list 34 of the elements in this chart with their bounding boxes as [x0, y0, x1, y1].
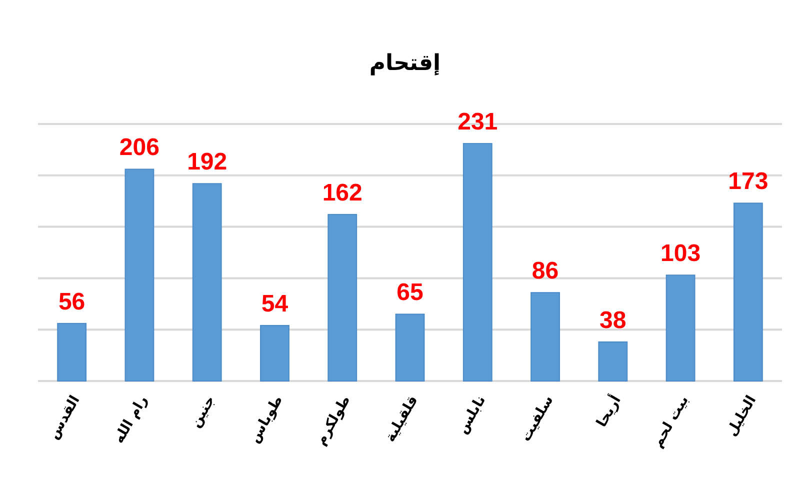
bar [733, 202, 763, 382]
data-label: 38 [600, 306, 626, 334]
x-tick-label: رام الله [110, 393, 151, 446]
data-label: 54 [261, 290, 289, 318]
bar [598, 341, 628, 382]
bar [192, 183, 222, 382]
chart-title: إقتحام [369, 51, 441, 76]
bar [462, 143, 492, 382]
data-label: 162 [322, 179, 362, 206]
x-tick-label: الخليل [724, 393, 760, 440]
data-label: 103 [660, 240, 701, 268]
bar [124, 168, 154, 382]
data-label: 206 [119, 134, 160, 162]
data-label: 173 [728, 168, 768, 196]
data-label: 86 [532, 258, 559, 285]
data-label: 65 [396, 279, 424, 306]
x-tick-label: جنين [188, 393, 219, 431]
data-label: 231 [458, 108, 498, 136]
x-tick-label: نابلس [454, 393, 490, 437]
x-tick-label: بيت لحم [650, 393, 692, 450]
bar [328, 214, 358, 382]
x-tick-label: القدس [46, 393, 84, 442]
x-tick-label: سلفيت [518, 393, 557, 444]
bar [666, 274, 696, 382]
x-tick-label: طوباس [246, 393, 286, 446]
bar [57, 322, 87, 382]
x-tick-label: أريحا [592, 392, 624, 430]
data-label: 192 [187, 148, 228, 176]
bar [395, 314, 425, 382]
data-label: 56 [58, 288, 86, 316]
x-tick-label: قلقيلية [382, 393, 422, 445]
x-tick-label: طولكرم [312, 393, 354, 448]
bar [260, 324, 290, 382]
bar [530, 292, 560, 382]
